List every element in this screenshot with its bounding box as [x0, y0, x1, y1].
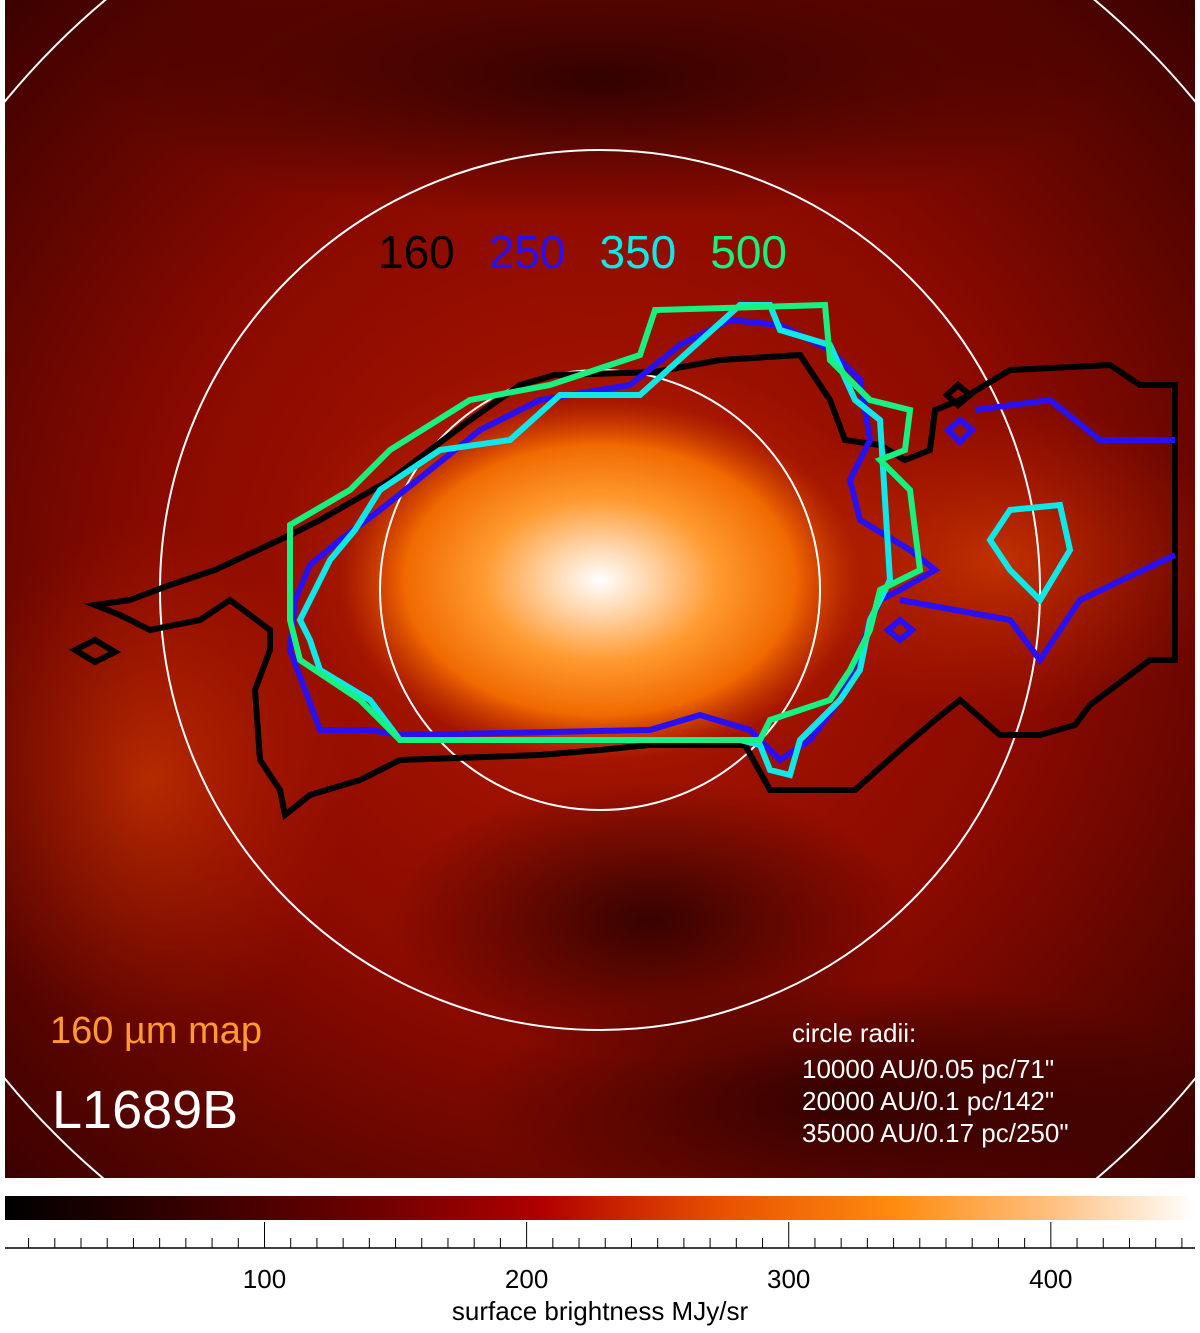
radii-title: circle radii:: [792, 1018, 916, 1048]
radius-entry: 20000 AU/0.1 pc/142": [802, 1086, 1054, 1116]
contours: [68, 301, 1178, 821]
tick-label: 300: [767, 1264, 810, 1294]
radius-entry: 35000 AU/0.17 pc/250": [802, 1118, 1069, 1148]
source-name: L1689B: [52, 1080, 238, 1140]
legend-entry: 350: [600, 226, 677, 278]
map-label: 160 µm map: [50, 1010, 262, 1052]
colorbar: [5, 1196, 1195, 1220]
colorbar-ticks: 100 200 300 400: [28, 1222, 1183, 1294]
tick-label: 100: [243, 1264, 286, 1294]
radii-list: 10000 AU/0.05 pc/71"20000 AU/0.1 pc/142"…: [802, 1054, 1069, 1148]
radius-entry: 10000 AU/0.05 pc/71": [802, 1054, 1054, 1084]
legend-entry: 250: [489, 226, 566, 278]
legend-entry: 160: [378, 226, 455, 278]
colorbar-label: surface brightness MJy/sr: [452, 1296, 749, 1326]
contour-legend: 160 250 350 500: [378, 226, 787, 278]
tick-label: 200: [505, 1264, 548, 1294]
legend-entry: 500: [710, 226, 787, 278]
tick-label: 400: [1029, 1264, 1072, 1294]
